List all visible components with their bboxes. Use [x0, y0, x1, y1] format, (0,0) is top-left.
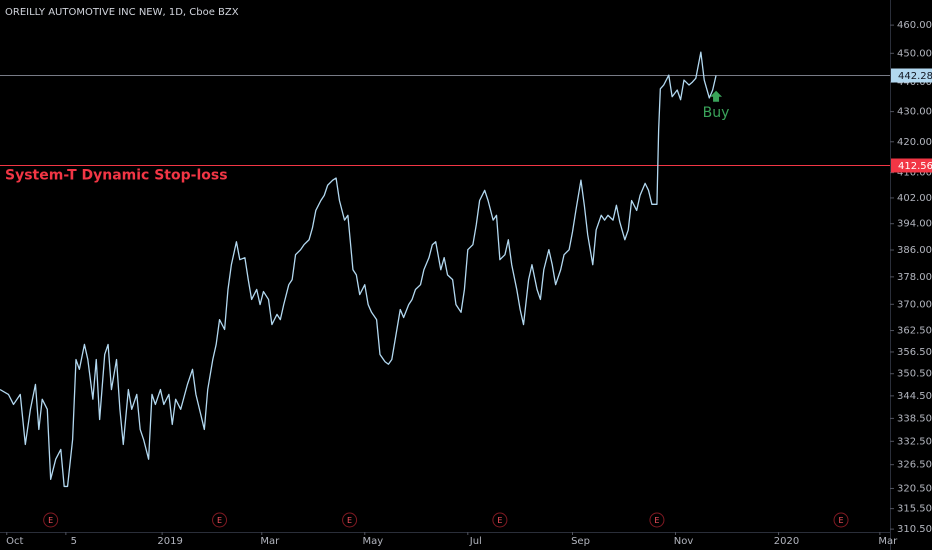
- x-tick-label: Oct: [6, 536, 23, 547]
- earnings-marker: [342, 512, 358, 528]
- earnings-marker: [43, 512, 59, 528]
- y-tick-label: 320.50: [897, 483, 932, 494]
- earnings-label: E: [654, 516, 659, 525]
- y-tick-label: 440.00: [897, 77, 932, 88]
- x-tick-label: 2020: [774, 536, 799, 547]
- price-label-box: [891, 158, 932, 173]
- y-tick-label: 356.50: [897, 347, 932, 358]
- x-tick-label: Jul: [469, 536, 482, 547]
- y-tick-label: 394.00: [897, 219, 932, 230]
- y-tick-label: 370.00: [897, 299, 932, 310]
- price-line: [0, 51, 717, 488]
- earnings-marker: [492, 512, 508, 528]
- y-tick-label: 326.50: [897, 460, 932, 471]
- price-label: 442.28: [898, 71, 932, 82]
- earnings-label: E: [497, 516, 502, 525]
- y-tick-label: 310.50: [897, 524, 932, 535]
- x-tick-label: Mar: [260, 536, 280, 547]
- x-tick-label: May: [362, 536, 383, 547]
- y-tick-label: 450.00: [897, 48, 932, 59]
- earnings-label: E: [48, 516, 53, 525]
- earnings-marker: [649, 512, 665, 528]
- annotation-text: Buy: [703, 105, 730, 121]
- y-tick-label: 362.50: [897, 326, 932, 337]
- earnings-label: E: [347, 516, 352, 525]
- buy-arrow: [710, 90, 723, 102]
- y-tick-label: 430.00: [897, 107, 932, 118]
- y-tick-label: 410.00: [897, 168, 932, 179]
- price-label: 412.56: [898, 161, 932, 172]
- x-tick-label: 5: [71, 536, 77, 547]
- y-tick-label: 350.50: [897, 369, 932, 380]
- price-label-box: [891, 68, 932, 83]
- x-tick-label: Mar: [878, 536, 898, 547]
- y-tick-label: 402.00: [897, 193, 932, 204]
- earnings-marker: [833, 512, 849, 528]
- y-tick-label: 315.50: [897, 504, 932, 515]
- earnings-label: E: [838, 516, 843, 525]
- x-tick-label: Sep: [571, 536, 590, 547]
- y-tick-label: 420.00: [897, 137, 932, 148]
- y-tick-label: 460.00: [897, 20, 932, 31]
- y-tick-label: 338.50: [897, 413, 932, 424]
- horizontal-line-text: System-T Dynamic Stop-loss: [5, 168, 228, 184]
- y-tick-label: 378.00: [897, 272, 932, 283]
- y-tick-label: 332.50: [897, 436, 932, 447]
- x-tick-label: 2019: [157, 536, 182, 547]
- y-tick-label: 386.00: [897, 245, 932, 256]
- earnings-label: E: [217, 516, 222, 525]
- earnings-marker: [212, 512, 228, 528]
- x-tick-label: Nov: [674, 536, 694, 547]
- y-tick-label: 344.50: [897, 391, 932, 402]
- chart-title: OREILLY AUTOMOTIVE INC NEW, 1D, Cboe BZX: [5, 7, 239, 18]
